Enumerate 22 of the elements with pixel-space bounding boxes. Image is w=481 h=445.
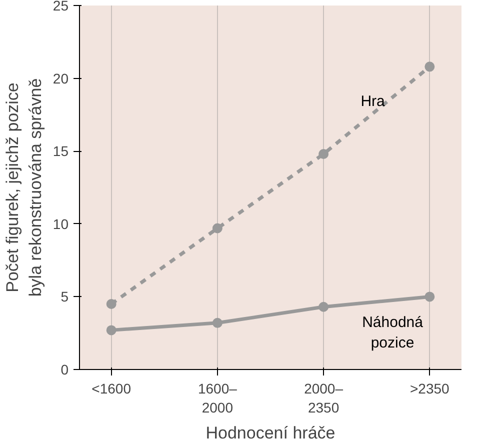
point: [212, 318, 222, 328]
point: [318, 302, 329, 312]
point: [424, 62, 435, 72]
point: [106, 298, 116, 309]
point: [106, 325, 116, 336]
y-tick-label: 20: [52, 70, 69, 86]
y-tick-label: 5: [60, 288, 69, 305]
y-tick-label: 10: [52, 216, 69, 232]
x-tick-label: <1600: [92, 380, 132, 396]
y-tick-label: 0: [60, 362, 69, 378]
x-tick-label: >2350: [410, 380, 450, 396]
point: [318, 149, 329, 160]
point: [424, 292, 435, 302]
y-axis-title: Počet figurek, jejichž pozice byla rekonstruována správně: [3, 78, 45, 297]
series-label: Náhodná pozice: [362, 314, 424, 352]
x-tick-label: 2000– 2350: [304, 380, 344, 416]
series-label: Hra: [360, 92, 386, 110]
point: [212, 223, 222, 234]
y-tick-label: 25: [52, 0, 69, 14]
x-axis-title: Hodnocení hráče: [206, 424, 336, 443]
y-tick-label: 15: [52, 143, 69, 160]
x-tick-label: 1600– 2000: [198, 380, 238, 416]
